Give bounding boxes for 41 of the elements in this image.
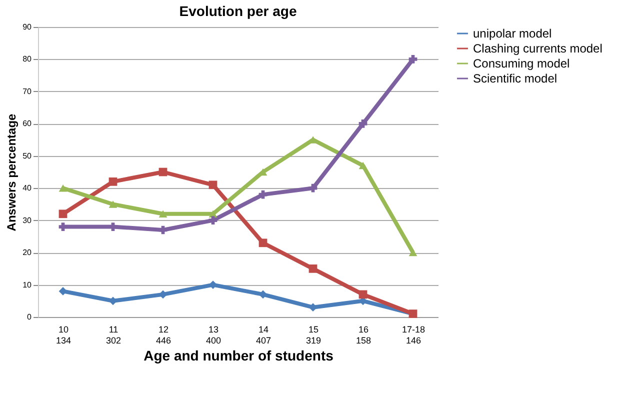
point [358, 162, 368, 170]
legend-label: Scientific model [473, 72, 558, 86]
x-tick-label: 14 407 [256, 324, 272, 346]
x-tick-label: 13 400 [206, 324, 222, 346]
point [158, 210, 168, 218]
legend-label: Clashing currents model [473, 42, 602, 56]
point [308, 264, 318, 273]
y-tick-label: 50 [22, 151, 32, 160]
y-tick-label: 10 [22, 280, 32, 290]
x-tick-label: 17-18 146 [402, 324, 426, 346]
point [208, 216, 218, 225]
y-axis-title: Answers percentage [4, 113, 19, 232]
point [108, 200, 118, 208]
y-tick-label: 80 [22, 54, 32, 64]
point [58, 184, 68, 192]
y-tick-label: 90 [22, 22, 32, 32]
y-tick-label: 40 [22, 184, 32, 193]
legend-label: Consuming model [473, 56, 570, 70]
chart-title: Evolution per age [179, 3, 297, 19]
y-tick-label: 70 [22, 86, 32, 96]
x-axis-title: Age and number of students [144, 348, 334, 364]
point [108, 177, 118, 186]
x-tick-label: 10 134 [56, 324, 72, 346]
y-tick-label: 30 [22, 216, 32, 225]
point [308, 184, 318, 192]
y-tick-label: 60 [22, 119, 32, 128]
legend-label: unipolar model [473, 26, 552, 40]
x-tick-label: 11 302 [106, 324, 122, 346]
point [258, 238, 268, 248]
point [158, 168, 168, 176]
x-tick-label: 12 446 [156, 324, 172, 346]
y-tick-label: 0 [27, 312, 32, 322]
point [358, 119, 368, 128]
point [58, 210, 68, 218]
point [358, 290, 368, 299]
y-tick-label: 20 [22, 248, 32, 258]
point [408, 248, 418, 256]
point [408, 55, 418, 64]
point [208, 180, 218, 190]
x-tick-label: 16 158 [356, 324, 372, 346]
x-tick-label: 15 319 [306, 324, 322, 346]
